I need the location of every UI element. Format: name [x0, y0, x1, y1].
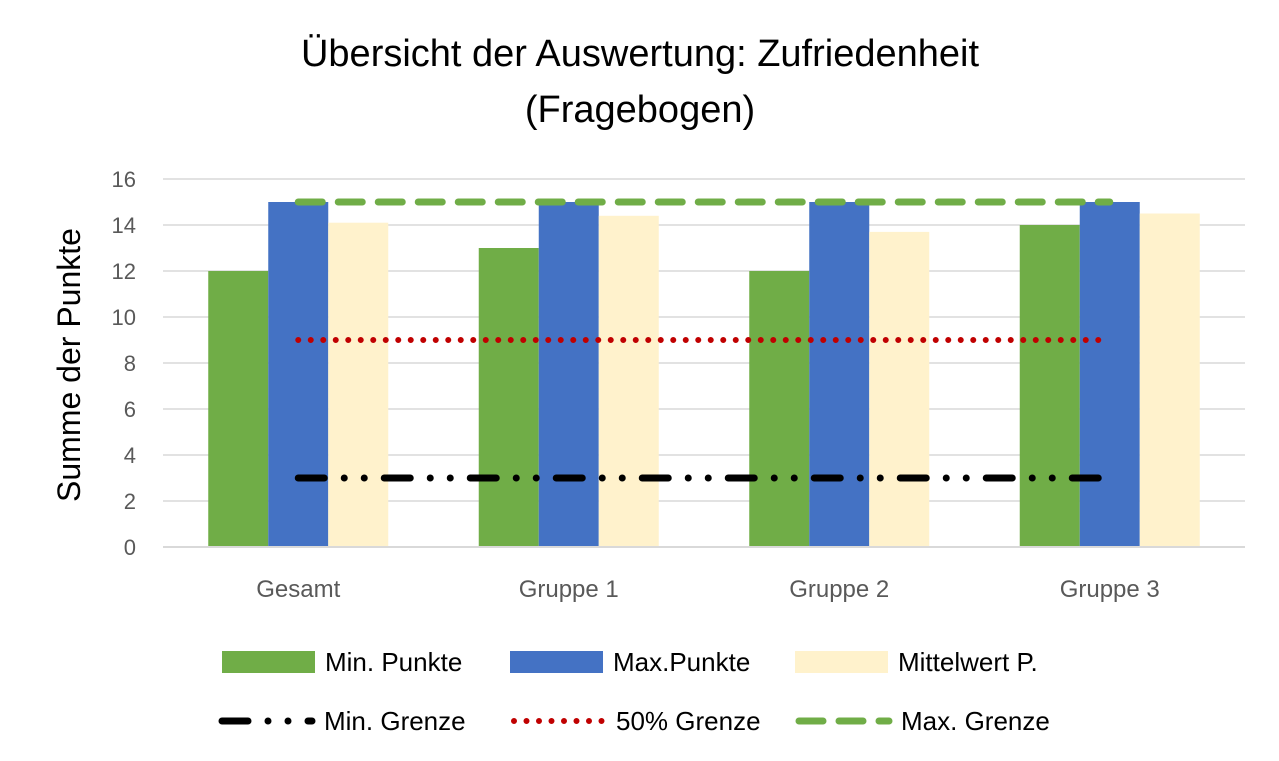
axes: 0 2 4 6 8 10 12 14 16 Gesamt Gruppe 1 Gruppe 2 Grupp… — [112, 167, 1245, 603]
bar-gruppe-1-series-1 — [538, 202, 599, 547]
bar-gruppe-3-series-1 — [1079, 202, 1140, 547]
y-axis-title: Summe der Punkte — [51, 228, 87, 502]
chart-title-line2: (Fragebogen) — [525, 89, 755, 131]
bar-gruppe-1-series-0 — [478, 248, 539, 547]
legend-swatch-0 — [222, 651, 315, 673]
bar-gesamt-series-1 — [268, 202, 329, 547]
legend-label: Max. Grenze — [901, 706, 1050, 736]
legend-swatch-2 — [795, 651, 888, 673]
bar-gruppe-3-series-2 — [1139, 213, 1200, 547]
bar-gruppe-2-series-0 — [749, 271, 810, 547]
y-tick-label: 10 — [112, 305, 136, 330]
y-tick-label: 6 — [124, 397, 136, 422]
legend-label: Mittelwert P. — [898, 647, 1038, 677]
y-tick-label: 4 — [124, 443, 136, 468]
y-tick-label: 12 — [112, 259, 136, 284]
reference-lines — [294, 198, 1114, 482]
y-tick-label: 0 — [124, 535, 136, 560]
bar-gesamt-series-2 — [328, 222, 389, 547]
x-tick-label: Gruppe 2 — [789, 576, 889, 603]
legend-label: Min. Punkte — [325, 647, 462, 677]
x-tick-label: Gruppe 3 — [1060, 576, 1160, 603]
y-tick-label: 16 — [112, 167, 136, 192]
legend-swatch-1 — [510, 651, 603, 673]
chart-title-line1: Übersicht der Auswertung: Zufriedenheit — [301, 33, 979, 75]
y-tick-label: 14 — [112, 213, 136, 238]
bar-gruppe-3-series-0 — [1019, 225, 1080, 547]
bar-gruppe-1-series-2 — [598, 215, 659, 548]
bars — [208, 202, 1200, 548]
legend-label: Min. Grenze — [324, 706, 466, 736]
x-tick-label: Gesamt — [256, 576, 340, 603]
y-tick-label: 2 — [124, 489, 136, 514]
y-tick-label: 8 — [124, 351, 136, 376]
legend-label: Max.Punkte — [613, 647, 750, 677]
legend-label: 50% Grenze — [616, 706, 761, 736]
x-tick-label: Gruppe 1 — [519, 576, 619, 603]
legend: Min. Punkte Max.Punkte Mittelwert P. Min. G… — [218, 647, 1050, 736]
bar-gruppe-2-series-2 — [869, 231, 930, 547]
bar-gesamt-series-0 — [208, 271, 269, 547]
bar-gruppe-2-series-1 — [809, 202, 870, 547]
